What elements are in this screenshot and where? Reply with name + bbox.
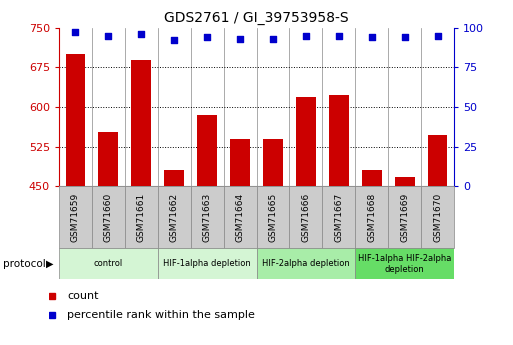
- Point: [269, 36, 277, 41]
- Text: ▶: ▶: [46, 259, 54, 269]
- FancyBboxPatch shape: [256, 186, 289, 248]
- Text: GSM71670: GSM71670: [433, 193, 442, 242]
- FancyBboxPatch shape: [158, 186, 191, 248]
- Text: HIF-1alpha HIF-2alpha
depletion: HIF-1alpha HIF-2alpha depletion: [358, 254, 451, 274]
- Bar: [131, 60, 151, 186]
- Point: [71, 30, 80, 35]
- Bar: [197, 115, 217, 186]
- FancyBboxPatch shape: [322, 186, 355, 248]
- Text: HIF-2alpha depletion: HIF-2alpha depletion: [262, 259, 350, 268]
- Point: [334, 33, 343, 38]
- Point: [170, 38, 179, 43]
- Point: [236, 36, 244, 41]
- Text: GSM71664: GSM71664: [235, 193, 245, 242]
- Text: percentile rank within the sample: percentile rank within the sample: [67, 310, 255, 320]
- Text: protocol: protocol: [3, 259, 45, 269]
- FancyBboxPatch shape: [125, 186, 158, 248]
- FancyBboxPatch shape: [355, 248, 454, 279]
- Text: GSM71667: GSM71667: [334, 193, 343, 242]
- Text: GSM71668: GSM71668: [367, 193, 376, 242]
- Text: GSM71662: GSM71662: [170, 193, 179, 242]
- Point: [368, 34, 376, 40]
- FancyBboxPatch shape: [191, 186, 224, 248]
- Bar: [428, 135, 447, 186]
- Bar: [296, 97, 315, 186]
- FancyBboxPatch shape: [224, 186, 256, 248]
- Text: GSM71661: GSM71661: [137, 193, 146, 242]
- Text: HIF-1alpha depletion: HIF-1alpha depletion: [163, 259, 251, 268]
- Text: count: count: [67, 291, 98, 301]
- Text: GSM71665: GSM71665: [268, 193, 278, 242]
- Point: [104, 33, 112, 38]
- FancyBboxPatch shape: [59, 248, 158, 279]
- Point: [401, 34, 409, 40]
- Bar: [362, 170, 382, 186]
- Point: [302, 33, 310, 38]
- Bar: [66, 54, 85, 186]
- Text: control: control: [94, 259, 123, 268]
- FancyBboxPatch shape: [289, 186, 322, 248]
- FancyBboxPatch shape: [388, 186, 421, 248]
- Bar: [230, 139, 250, 186]
- Bar: [329, 95, 349, 186]
- Bar: [394, 177, 415, 186]
- Title: GDS2761 / GI_39753958-S: GDS2761 / GI_39753958-S: [164, 11, 349, 25]
- Text: GSM71669: GSM71669: [400, 193, 409, 242]
- FancyBboxPatch shape: [355, 186, 388, 248]
- Point: [433, 33, 442, 38]
- Text: GSM71660: GSM71660: [104, 193, 113, 242]
- Bar: [164, 170, 184, 186]
- Bar: [98, 132, 118, 186]
- Text: GSM71659: GSM71659: [71, 193, 80, 242]
- Text: GSM71663: GSM71663: [203, 193, 212, 242]
- FancyBboxPatch shape: [59, 186, 92, 248]
- Bar: [263, 139, 283, 186]
- FancyBboxPatch shape: [92, 186, 125, 248]
- FancyBboxPatch shape: [158, 248, 256, 279]
- Text: GSM71666: GSM71666: [301, 193, 310, 242]
- FancyBboxPatch shape: [421, 186, 454, 248]
- FancyBboxPatch shape: [256, 248, 355, 279]
- Point: [203, 34, 211, 40]
- Point: [137, 31, 145, 37]
